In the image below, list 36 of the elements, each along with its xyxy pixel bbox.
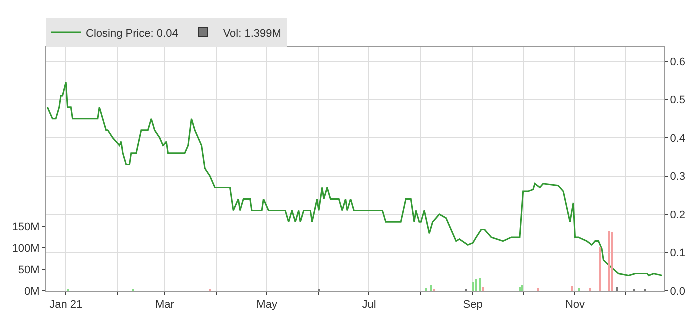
bar: [519, 287, 521, 291]
y2-tick-label: 0M: [24, 286, 40, 298]
x-tick-label: Jul: [362, 299, 376, 312]
x-tick-label: Nov: [565, 299, 586, 312]
bar: [611, 232, 613, 291]
bar: [578, 288, 580, 291]
y-tick-label: 0.3: [670, 171, 686, 184]
legend-label: Vol: 1.399M: [223, 28, 282, 40]
y-tick-label: 0.0: [670, 286, 686, 298]
legend-label: Closing Price: 0.04: [86, 28, 178, 40]
y-tick-label: 0.6: [670, 56, 686, 68]
bar: [479, 278, 481, 291]
bar: [599, 247, 601, 291]
bar: [472, 282, 474, 291]
bar: [616, 287, 618, 291]
y2-tick-label: 50M: [18, 264, 40, 276]
bar: [589, 288, 591, 291]
bar: [571, 286, 573, 291]
y-tick-label: 0.5: [670, 94, 686, 107]
line-series: [46, 82, 664, 276]
y-tick-label: 0.4: [670, 132, 686, 145]
y-tick-label: 0.2: [670, 209, 686, 222]
y-tick-label: 0.1: [670, 248, 686, 260]
bar: [425, 288, 427, 291]
x-tick-label: Mar: [155, 299, 175, 312]
y2-tick-label: 100M: [12, 243, 40, 256]
x-tick-label: May: [256, 299, 278, 312]
bar: [475, 279, 477, 291]
x-tick-label: Jan 21: [50, 299, 83, 312]
bar: [537, 288, 539, 291]
bar: [521, 285, 523, 291]
bar: [430, 285, 432, 291]
y2-tick-label: 150M: [12, 222, 40, 234]
x-tick-label: Sep: [463, 299, 483, 312]
bar: [482, 287, 484, 291]
bar: [608, 231, 610, 291]
